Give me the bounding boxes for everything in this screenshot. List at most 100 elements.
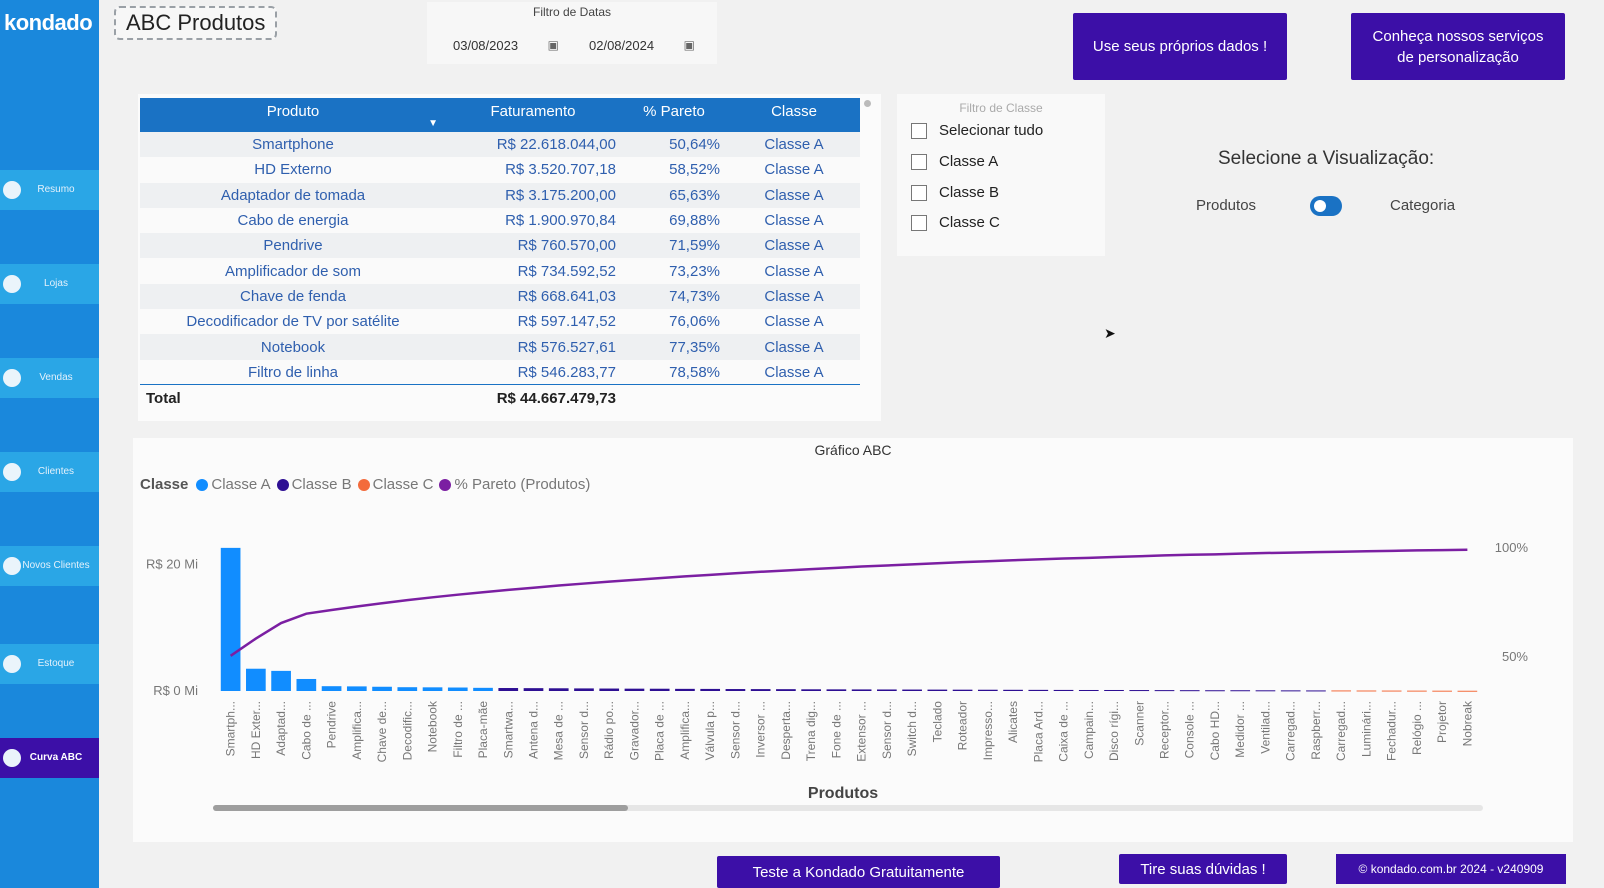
chart-bar	[1104, 689, 1124, 691]
table-row[interactable]: Filtro de linha R$ 546.283,77 78,58% Classe…	[140, 359, 860, 385]
chart-bar	[851, 689, 872, 691]
cell-faturamento: R$ 760.570,00	[446, 233, 620, 259]
start-date-input[interactable]: 03/08/2023 ▣	[439, 32, 565, 58]
legend-item-classe-b[interactable]: Classe B	[276, 476, 352, 493]
cell-faturamento: R$ 734.592,52	[446, 258, 620, 284]
sidebar-item-novos-clientes[interactable]: Novos Clientes	[0, 546, 99, 586]
nav-dot-icon	[3, 181, 21, 199]
x-axis-tick-label: Fechadur...	[1385, 701, 1399, 761]
sidebar-item-estoque[interactable]: Estoque	[0, 644, 99, 684]
date-filter: Filtro de Datas 03/08/2023 ▣ 02/08/2024 …	[427, 2, 717, 64]
sidebar-item-label: Estoque	[37, 658, 75, 669]
chart-bar	[776, 689, 796, 691]
x-axis-tick-label: Caixa de ...	[1057, 701, 1071, 762]
table-row[interactable]: Decodificador de TV por satélite R$ 597.1…	[140, 309, 860, 335]
table-scrollbar[interactable]	[864, 100, 871, 107]
chart-bar	[750, 689, 771, 691]
end-date-input[interactable]: 02/08/2024 ▣	[575, 32, 701, 58]
chart-bar	[649, 688, 670, 691]
cell-pareto: 71,59%	[620, 233, 728, 259]
table-row[interactable]: HD Externo R$ 3.520.707,18 58,52% Classe A	[140, 157, 860, 183]
x-axis-tick-label: Campain...	[1082, 701, 1096, 759]
chart-bar	[902, 689, 922, 691]
visualization-option-categoria[interactable]: Categoria	[1390, 197, 1456, 214]
x-axis-tick-label: Cabo de ...	[299, 701, 313, 760]
sort-desc-icon[interactable]: ▼	[428, 118, 438, 129]
x-axis-tick-label: Placa de ...	[653, 701, 667, 761]
x-axis-tick-label: Sensor d...	[728, 701, 742, 759]
date-filter-title: Filtro de Datas	[532, 5, 612, 19]
chart-bar	[1457, 690, 1478, 692]
sidebar-item-clientes[interactable]: Clientes	[0, 452, 99, 492]
table-row[interactable]: Pendrive R$ 760.570,00 71,59% Classe A	[140, 233, 860, 259]
nav-dot-icon	[3, 749, 21, 767]
column-header-faturamento[interactable]: Faturamento	[446, 98, 620, 132]
nav-dot-icon	[3, 275, 21, 293]
chart-bar	[473, 687, 493, 691]
personalization-services-button[interactable]: Conheça nossos serviços de personalizaçã…	[1351, 13, 1565, 80]
class-filter-option-classe-c[interactable]: Classe C	[911, 214, 1000, 231]
sidebar-item-resumo[interactable]: Resumo	[0, 170, 99, 210]
checkbox[interactable]	[911, 184, 927, 201]
chart-bar	[1179, 690, 1200, 692]
chart-bar	[675, 688, 695, 691]
sidebar-item-label: Resumo	[37, 184, 75, 195]
end-date-value: 02/08/2024	[589, 37, 655, 53]
cell-faturamento: R$ 597.147,52	[446, 309, 620, 335]
table-row[interactable]: Notebook R$ 576.527,61 77,35% Classe A	[140, 334, 860, 360]
legend-item-classe-a[interactable]: Classe A	[196, 476, 271, 493]
table-row[interactable]: Cabo de energia R$ 1.900.970,84 69,88% Clas…	[140, 207, 860, 234]
sidebar-item-curva-abc[interactable]: Curva ABC	[0, 738, 99, 778]
cell-produto: HD Externo	[140, 157, 446, 183]
class-filter-option-classe-b[interactable]: Classe B	[911, 184, 999, 201]
cell-classe: Classe A	[728, 132, 860, 158]
x-axis-tick-label: Cabo HD...	[1208, 701, 1222, 760]
y2-axis-tick-label: 50%	[1502, 649, 1528, 664]
table-row[interactable]: Chave de fenda R$ 668.641,03 74,73% Classe …	[140, 283, 860, 310]
cell-pareto: 76,06%	[620, 309, 728, 335]
free-trial-button[interactable]: Teste a Kondado Gratuitamente	[717, 856, 1000, 888]
cell-classe: Classe A	[728, 182, 860, 208]
checkbox[interactable]	[911, 214, 927, 231]
sidebar-item-vendas[interactable]: Vendas	[0, 358, 99, 398]
x-axis-tick-label: Impresso...	[981, 701, 995, 760]
x-axis-tick-label: Chave de...	[375, 701, 389, 762]
calendar-icon[interactable]: ▣	[683, 38, 695, 52]
x-axis-title: Produtos	[808, 785, 878, 802]
nav-dot-icon	[3, 557, 21, 575]
sidebar-item-lojas[interactable]: Lojas	[0, 264, 99, 304]
visualization-toggle[interactable]	[1310, 196, 1342, 216]
questions-button[interactable]: Tire suas dúvidas !	[1119, 854, 1287, 884]
x-axis-tick-label: Carregad...	[1334, 701, 1348, 761]
column-header-pareto[interactable]: % Pareto	[620, 98, 728, 132]
x-axis-tick-label: Nobreak	[1460, 700, 1474, 746]
x-axis-tick-label: Disco rígi...	[1107, 701, 1121, 761]
chart-bar	[1407, 690, 1427, 692]
use-own-data-button[interactable]: Use seus próprios dados !	[1073, 13, 1287, 80]
visualization-option-produtos[interactable]: Produtos	[1196, 197, 1257, 214]
table-row[interactable]: Smartphone R$ 22.618.044,00 50,64% Classe A	[140, 132, 860, 158]
chart-bar	[498, 688, 519, 691]
cell-faturamento: R$ 3.520.707,18	[446, 157, 620, 183]
class-filter-option-select-all[interactable]: Selecionar tudo	[911, 122, 1043, 139]
class-filter-option-classe-a[interactable]: Classe A	[911, 153, 998, 170]
checkbox[interactable]	[911, 153, 927, 170]
legend-item-pareto[interactable]: % Pareto (Produtos)	[439, 476, 590, 493]
chart-bar	[1129, 690, 1150, 692]
table-row[interactable]: Amplificador de som R$ 734.592,52 73,23% Cl…	[140, 258, 860, 284]
column-header-classe[interactable]: Classe	[728, 98, 860, 132]
calendar-icon[interactable]: ▣	[547, 38, 559, 52]
chart-title: Gráfico ABC	[814, 442, 892, 458]
chart-bar	[321, 686, 342, 691]
legend-item-classe-c[interactable]: Classe C	[357, 476, 433, 493]
chart-scrollbar-thumb[interactable]	[213, 805, 628, 811]
cell-faturamento: R$ 3.175.200,00	[446, 182, 620, 208]
checkbox[interactable]	[911, 122, 927, 139]
chart-bar	[1331, 690, 1352, 692]
cell-classe: Classe A	[728, 334, 860, 360]
chart-bar	[1053, 689, 1074, 691]
table-header-row: Produto ▼ Faturamento % Pareto Classe	[140, 98, 860, 132]
column-header-produto[interactable]: Produto ▼	[140, 98, 446, 132]
table-row[interactable]: Adaptador de tomada R$ 3.175.200,00 65,63%…	[140, 182, 860, 208]
chart-bar	[220, 547, 241, 691]
